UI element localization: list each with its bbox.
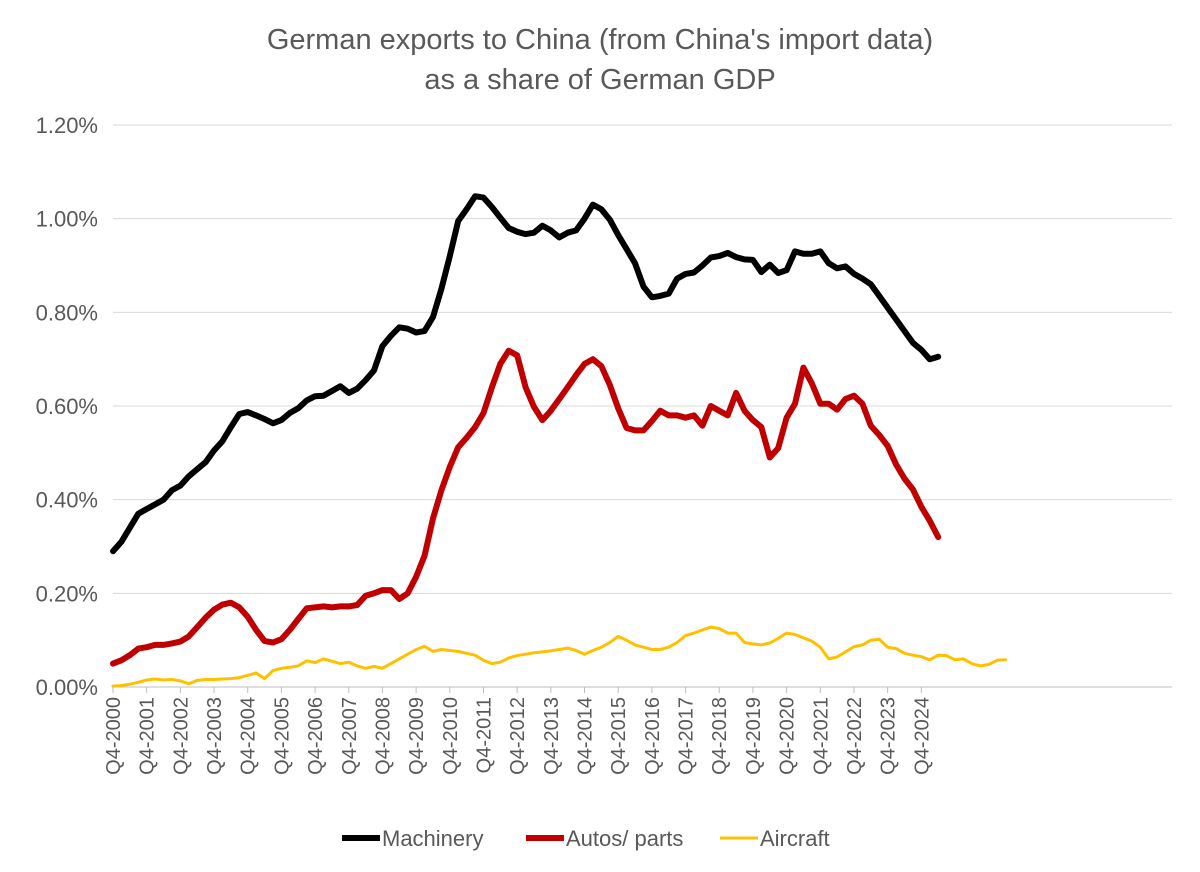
x-tick-label: Q4-2023: [878, 697, 900, 775]
x-tick-label: Q4-2009: [406, 697, 428, 775]
x-tick-label: Q4-2004: [238, 697, 260, 775]
y-tick-label: 0.40%: [36, 488, 98, 513]
x-tick-label: Q4-2002: [170, 697, 192, 775]
x-tick-label: Q4-2001: [137, 697, 159, 775]
chart-subtitle: as a share of German GDP: [424, 64, 776, 96]
x-tick-label: Q4-2018: [709, 697, 731, 775]
y-tick-label: 1.20%: [36, 113, 98, 138]
series-line-autos-parts: [110, 347, 942, 667]
x-tick-label: Q4-2000: [103, 697, 125, 775]
x-tick-label: Q4-2007: [339, 697, 361, 775]
x-tick-label: Q4-2021: [810, 697, 832, 775]
x-tick-label: Q4-2014: [575, 697, 597, 775]
series-line-machinery: [110, 193, 942, 555]
legend-label-autos-parts: Autos/ parts: [566, 826, 683, 851]
x-tick-label: Q4-2020: [777, 697, 799, 775]
x-tick-label: Q4-2024: [911, 697, 933, 775]
x-tick-label: Q4-2019: [743, 697, 765, 775]
chart-title: German exports to China (from China's im…: [266, 24, 934, 56]
y-tick-label: 0.00%: [36, 675, 98, 700]
legend-label-aircraft: Aircraft: [760, 826, 830, 851]
x-tick-label: Q4-2010: [440, 697, 462, 775]
y-tick-label: 1.00%: [36, 207, 98, 232]
y-tick-label: 0.80%: [36, 300, 98, 325]
x-tick-label: Q4-2013: [541, 697, 563, 775]
x-tick-label: Q4-2015: [608, 697, 630, 775]
x-tick-label: Q4-2016: [642, 697, 664, 775]
series-line-aircraft: [111, 625, 1007, 688]
x-tick-label: Q4-2005: [271, 697, 293, 775]
x-tick-label: Q4-2012: [507, 697, 529, 775]
x-tick-label: Q4-2022: [844, 697, 866, 775]
x-tick-label: Q4-2006: [305, 697, 327, 775]
x-tick-label: Q4-2017: [676, 697, 698, 775]
y-tick-label: 0.20%: [36, 581, 98, 606]
x-tick-label: Q4-2003: [204, 697, 226, 775]
x-tick-label: Q4-2011: [473, 697, 495, 773]
legend-label-machinery: Machinery: [382, 826, 483, 851]
x-tick-label: Q4-2008: [372, 697, 394, 775]
y-tick-label: 0.60%: [36, 394, 98, 419]
